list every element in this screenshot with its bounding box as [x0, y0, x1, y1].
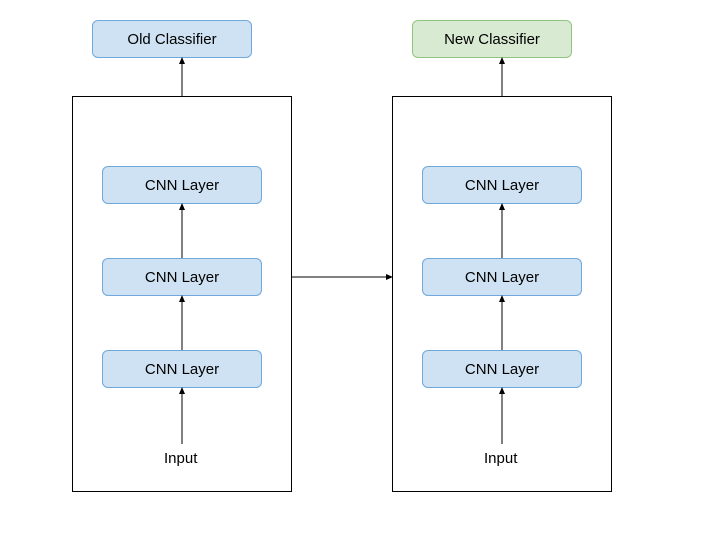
left-cnn-layer-0-label: CNN Layer: [145, 177, 219, 194]
right-cnn-layer-0-label: CNN Layer: [465, 177, 539, 194]
new-classifier-label: New Classifier: [444, 31, 540, 48]
old-classifier-node: Old Classifier: [92, 20, 252, 58]
right-cnn-layer-2: CNN Layer: [422, 350, 582, 388]
right-cnn-layer-1-label: CNN Layer: [465, 269, 539, 286]
left-input-label: Input: [164, 450, 197, 467]
new-classifier-node: New Classifier: [412, 20, 572, 58]
left-input-text: Input: [164, 450, 197, 467]
left-cnn-layer-1: CNN Layer: [102, 258, 262, 296]
old-classifier-label: Old Classifier: [127, 31, 216, 48]
right-input-text: Input: [484, 450, 517, 467]
right-input-label: Input: [484, 450, 517, 467]
left-cnn-layer-0: CNN Layer: [102, 166, 262, 204]
left-cnn-layer-2-label: CNN Layer: [145, 361, 219, 378]
right-cnn-layer-2-label: CNN Layer: [465, 361, 539, 378]
left-cnn-layer-2: CNN Layer: [102, 350, 262, 388]
right-cnn-layer-1: CNN Layer: [422, 258, 582, 296]
left-cnn-layer-1-label: CNN Layer: [145, 269, 219, 286]
right-cnn-layer-0: CNN Layer: [422, 166, 582, 204]
